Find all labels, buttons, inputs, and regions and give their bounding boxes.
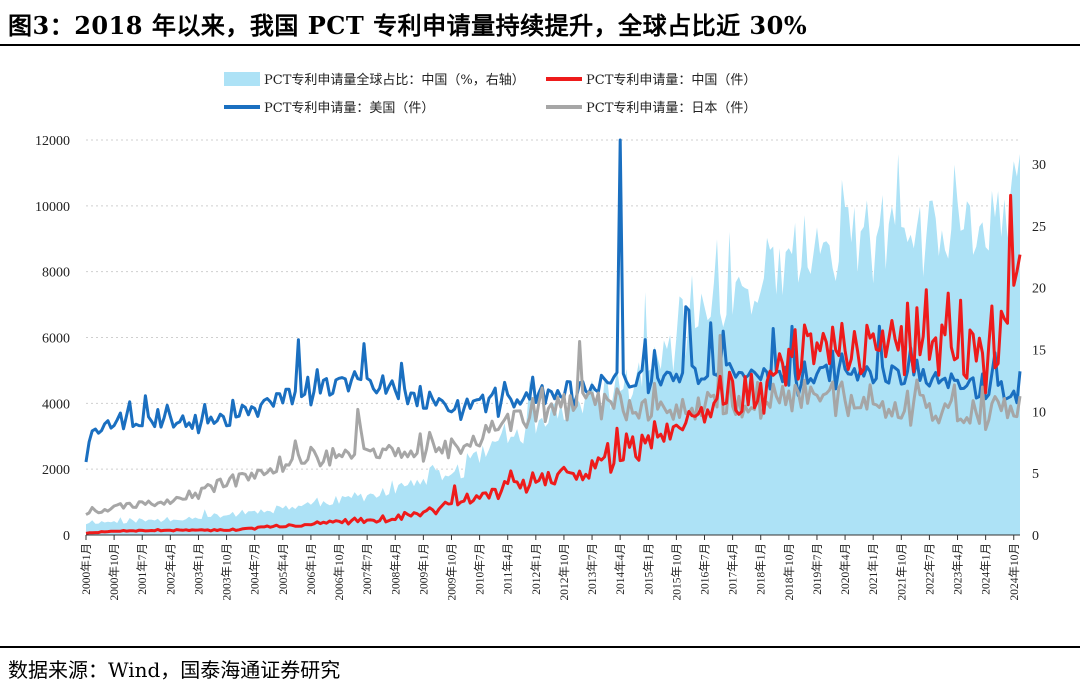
x-axis-tick-label: 2019年7月 (810, 543, 824, 595)
source-divider (0, 646, 1080, 648)
axes-layer: 0 2000 4000 6000 8000 10000 12000 0 5 10 15 20 25 30 2… (35, 134, 1046, 601)
right-axis-tick-label: 20 (1032, 282, 1046, 297)
x-axis-tick-label: 2021年1月 (866, 543, 880, 595)
legend-item-share_area: PCT专利申请量全球占比：中国（%，右轴） (224, 72, 525, 88)
x-axis-tick-label: 2003年1月 (192, 543, 206, 595)
x-axis-tick-label: 2017年4月 (726, 543, 740, 595)
legend-label: PCT专利申请量全球占比：中国（%，右轴） (264, 72, 525, 88)
x-axis-tick-label: 2018年10月 (782, 543, 796, 601)
figure-title: 图3：2018 年以来，我国 PCT 专利申请量持续提升，全球占比近 30% (8, 11, 808, 40)
x-axis-tick-label: 2024年1月 (979, 543, 993, 595)
x-axis-tick-label: 2007年7月 (360, 543, 374, 595)
series-lines-layer (84, 138, 1022, 535)
left-axis-tick-label: 6000 (42, 332, 70, 347)
legend-item-china: PCT专利申请量：中国（件） (546, 73, 756, 88)
x-axis-tick-label: 2010年7月 (473, 543, 487, 595)
left-axis-tick-label: 0 (63, 529, 70, 544)
legend-swatch-area (224, 72, 260, 86)
legend-item-japan: PCT专利申请量：日本（件） (546, 101, 756, 116)
legend: PCT专利申请量全球占比：中国（%，右轴） PCT专利申请量：中国（件） PCT专利… (224, 72, 756, 116)
right-axis-tick-label: 30 (1032, 158, 1046, 173)
x-axis-tick-label: 2004年7月 (248, 543, 262, 595)
x-axis-tick-label: 2024年10月 (1007, 543, 1021, 601)
left-axis-tick-label: 12000 (35, 134, 70, 149)
x-axis-tick-label: 2015年10月 (669, 543, 683, 601)
legend-label: PCT专利申请量：美国（件） (264, 101, 434, 116)
legend-item-usa: PCT专利申请量：美国（件） (224, 101, 434, 116)
pct-application-chart: 0 2000 4000 6000 8000 10000 12000 0 5 10 15 20 25 30 2… (35, 72, 1046, 601)
china-share-area (86, 154, 1020, 535)
china-series-line (85, 193, 1022, 535)
right-axis-tick-label: 0 (1032, 529, 1039, 544)
x-axis-tick-label: 2008年4月 (388, 543, 402, 595)
x-axis-tick-label: 2013年7月 (585, 543, 599, 595)
japan-series-line (85, 334, 1022, 516)
x-axis-tick-label: 2000年1月 (79, 543, 93, 595)
x-axis-tick-label: 2014年4月 (613, 543, 627, 595)
china-share-area-layer (86, 154, 1020, 535)
left-axis-tick-label: 8000 (42, 266, 70, 281)
right-axis-tick-label: 15 (1032, 344, 1046, 359)
x-axis-tick-label: 2015年1月 (641, 543, 655, 595)
x-axis-tick-label: 2009年10月 (445, 543, 459, 601)
x-axis-tick-label: 2005年4月 (276, 543, 290, 595)
data-source-note: 数据来源：Wind，国泰海通证券研究 (8, 658, 341, 682)
x-axis-tick-label: 2022年7月 (922, 543, 936, 595)
x-axis-tick-label: 2021年10月 (894, 543, 908, 601)
left-axis-tick-label: 10000 (35, 200, 70, 215)
legend-label: PCT专利申请量：日本（件） (586, 101, 756, 116)
x-axis-tick-label: 2001年7月 (135, 543, 149, 595)
left-axis-tick-label: 2000 (42, 463, 70, 478)
x-axis-tick-label: 2016年7月 (698, 543, 712, 595)
x-axis-tick-label: 2009年1月 (416, 543, 430, 595)
x-axis-tick-label: 2006年10月 (332, 543, 346, 601)
usa-series-line (84, 138, 1022, 463)
right-axis-tick-label: 5 (1032, 467, 1039, 482)
title-divider (0, 44, 1080, 46)
x-axis-tick-label: 2018年1月 (754, 543, 768, 595)
left-axis-tick-label: 4000 (42, 397, 70, 412)
x-axis-tick-label: 2003年10月 (220, 543, 234, 601)
x-axis-tick-label: 2000年10月 (107, 543, 121, 601)
right-axis-tick-label: 25 (1032, 220, 1046, 235)
right-axis-tick-label: 10 (1032, 405, 1046, 420)
legend-label: PCT专利申请量：中国（件） (586, 73, 756, 88)
x-axis-tick-label: 2002年4月 (163, 543, 177, 595)
x-axis-tick-label: 2006年1月 (304, 543, 318, 595)
x-axis-tick-label: 2020年4月 (838, 543, 852, 595)
x-axis-tick-label: 2023年4月 (951, 543, 965, 595)
x-axis-tick-label: 2012年10月 (557, 543, 571, 601)
x-axis-tick-label: 2012年1月 (529, 543, 543, 595)
x-axis-tick-label: 2011年4月 (501, 543, 515, 594)
